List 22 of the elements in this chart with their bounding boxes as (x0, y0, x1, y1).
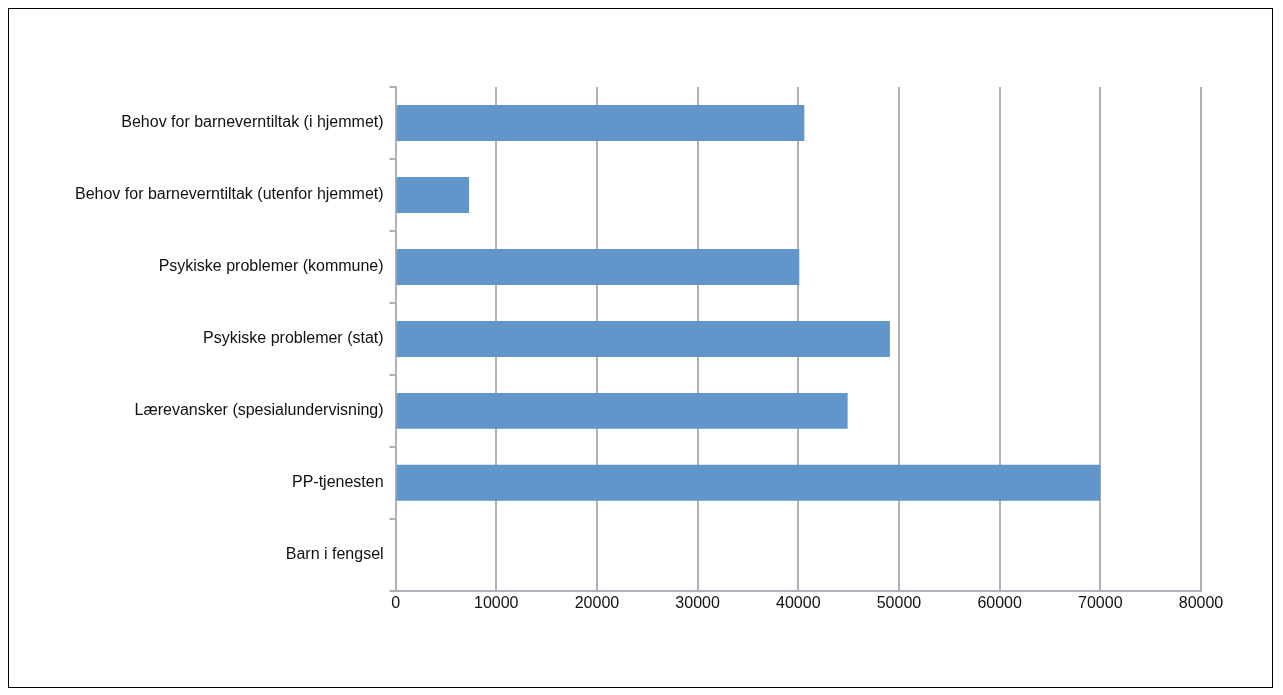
x-tick-label: 10000 (474, 593, 519, 611)
x-tick-label: 70000 (1078, 593, 1123, 611)
y-tick-label: Lærevansker (spesialundervisning) (134, 401, 384, 419)
y-tick-label: PP-tjenesten (291, 473, 384, 491)
bar (396, 320, 890, 357)
y-tick-label: Psykiske problemer (kommune) (158, 257, 384, 275)
x-tick-label: 80000 (1178, 593, 1224, 611)
bar (396, 464, 1101, 501)
y-tick-label: Barn i fengsel (285, 545, 384, 563)
y-tick-label: Behov for barneverntiltak (i hjemmet) (121, 113, 384, 131)
x-tick-label: 40000 (776, 593, 821, 611)
bar (396, 248, 800, 285)
x-tick-label: 60000 (977, 593, 1022, 611)
y-tick-label: Psykiske problemer (stat) (203, 329, 384, 347)
bar (396, 176, 470, 213)
y-tick-label: Behov for barneverntiltak (utenfor hjemmet) (74, 185, 384, 203)
x-tick-label: 0 (391, 593, 401, 611)
bar (396, 104, 805, 141)
x-tick-label: 20000 (574, 593, 620, 611)
bar (396, 392, 848, 429)
x-tick-label: 30000 (675, 593, 720, 611)
x-tick-label: 50000 (876, 593, 922, 611)
